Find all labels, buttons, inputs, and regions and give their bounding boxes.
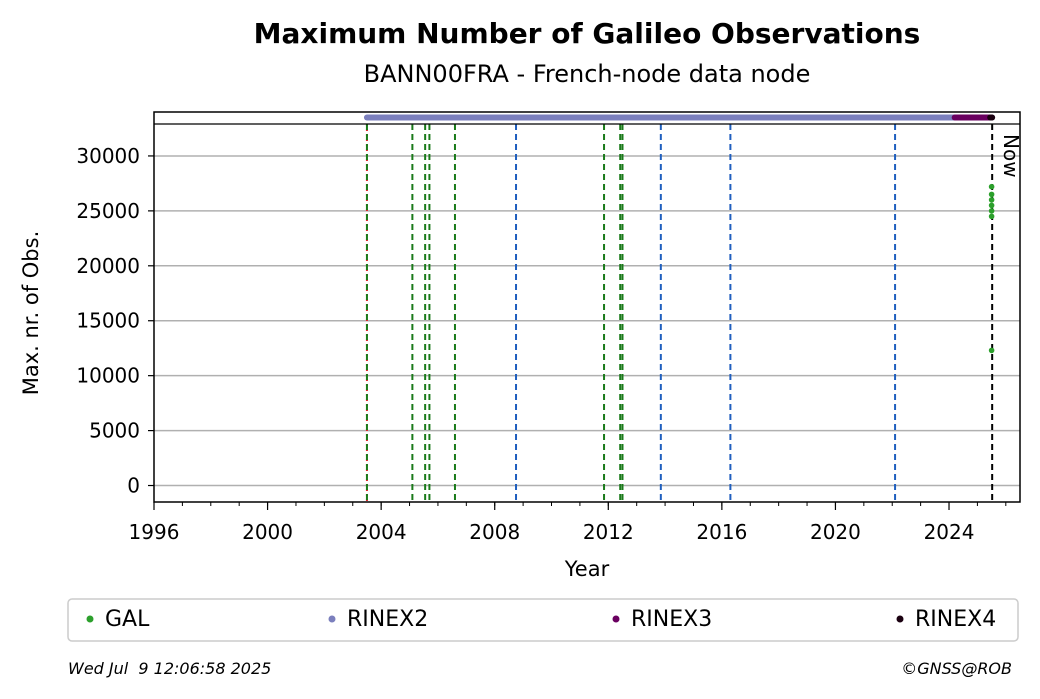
legend: GAL RINEX2 RINEX3 RINEX4 <box>67 598 1019 642</box>
x-tick-label: 2008 <box>469 520 520 544</box>
y-tick-label: 20000 <box>76 254 140 278</box>
legend-marker <box>896 615 904 623</box>
legend-item: RINEX3 <box>612 607 712 632</box>
y-tick-label: 0 <box>127 474 140 498</box>
y-tick-label: 25000 <box>76 199 140 223</box>
y-tick-label: 5000 <box>89 419 140 443</box>
y-tick-label: 10000 <box>76 364 140 388</box>
x-tick-label: 1996 <box>129 520 180 544</box>
grid <box>154 155 1020 487</box>
footer-timestamp: Wed Jul 9 12:06:58 2025 <box>68 659 271 678</box>
footer-copyright: ©GNSS@ROB <box>901 659 1012 678</box>
gal-point <box>988 208 995 214</box>
legend-marker <box>86 615 94 623</box>
gal-point <box>988 213 995 220</box>
legend-label: RINEX4 <box>915 607 996 632</box>
y-axis-label: Max. nr. of Obs. <box>19 231 43 396</box>
x-tick-label: 2020 <box>810 520 861 544</box>
legend-label: RINEX2 <box>347 607 428 632</box>
x-tick-label: 2004 <box>356 520 407 544</box>
chart-subtitle: BANN00FRA - French-node data node <box>364 60 811 88</box>
now-label: Now <box>999 134 1023 178</box>
x-tick-label: 2016 <box>696 520 747 544</box>
x-tick-label: 2012 <box>583 520 634 544</box>
legend-label: GAL <box>105 607 150 632</box>
gal-point <box>988 347 995 354</box>
gal-point <box>988 197 995 203</box>
legend-item: GAL <box>86 607 150 632</box>
gal-point <box>988 191 995 198</box>
data-marks <box>363 114 996 354</box>
event-lines <box>365 124 994 502</box>
legend-marker <box>328 615 336 623</box>
legend-box <box>67 598 1019 642</box>
legend-label: RINEX3 <box>631 607 712 632</box>
x-axis-label: Year <box>564 557 610 581</box>
ticks: 0 5000 10000 15000 20000 25000 30000 1996 2000 20… <box>76 144 1007 544</box>
gal-point <box>988 183 995 190</box>
y-tick-label: 30000 <box>76 144 140 168</box>
x-tick-label: 2000 <box>242 520 293 544</box>
axes <box>153 111 1021 503</box>
chart-title: Maximum Number of Galileo Observations <box>254 17 921 50</box>
x-tick-label: 2024 <box>924 520 975 544</box>
plot-frame <box>153 111 1021 503</box>
legend-item: RINEX4 <box>896 607 996 632</box>
gal-point <box>988 202 995 209</box>
y-tick-label: 15000 <box>76 309 140 333</box>
legend-marker <box>612 615 620 623</box>
legend-item: RINEX2 <box>328 607 428 632</box>
